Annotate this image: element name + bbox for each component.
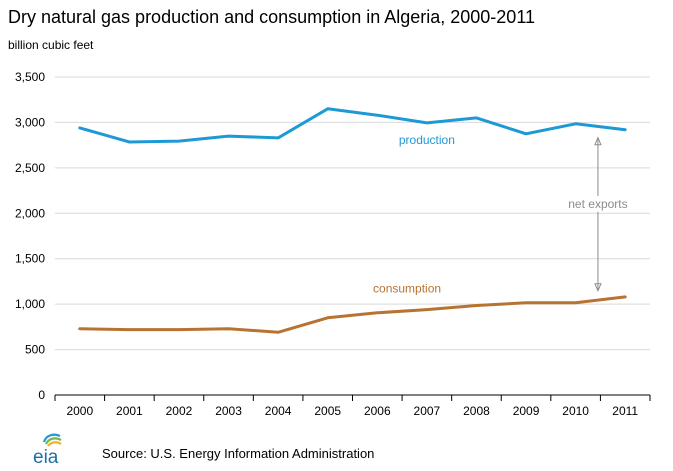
x-tick-label: 2008	[463, 404, 490, 418]
x-tick-label: 2011	[612, 404, 638, 418]
y-tick-label: 1,000	[15, 297, 45, 311]
y-tick-label: 3,000	[15, 115, 45, 129]
x-tick-label: 2009	[513, 404, 540, 418]
x-tick-label: 2003	[215, 404, 242, 418]
x-tick-label: 2004	[265, 404, 292, 418]
x-tick-label: 2010	[562, 404, 589, 418]
logo-text: eia	[33, 447, 59, 466]
arrow-head-down-icon	[594, 283, 602, 292]
x-tick-label: 2000	[66, 404, 93, 418]
source-note: Source: U.S. Energy Information Administ…	[102, 446, 375, 461]
series-label-consumption: consumption	[373, 282, 441, 296]
y-tick-label: 2,500	[15, 161, 45, 175]
x-tick-label: 2001	[116, 404, 143, 418]
x-tick-label: 2007	[414, 404, 441, 418]
series-line-production	[78, 107, 627, 144]
series-line-consumption	[78, 295, 627, 334]
y-tick-label: 500	[25, 343, 45, 357]
annotation-label-bg	[559, 195, 636, 212]
x-tick-label: 2006	[364, 404, 391, 418]
x-tick-label: 2002	[166, 404, 193, 418]
net-exports-label: net exports	[568, 197, 627, 211]
x-tick-label: 2005	[314, 404, 341, 418]
chart-title: Dry natural gas production and consumpti…	[8, 7, 536, 27]
y-tick-label: 3,500	[15, 70, 45, 84]
arrow-head-up-icon	[594, 136, 602, 146]
y-tick-label: 2,000	[15, 206, 45, 220]
eia-logo-icon: eia	[33, 433, 62, 466]
series-label-production: production	[399, 133, 455, 147]
y-tick-label: 1,500	[15, 252, 45, 266]
y-axis-unit-label: billion cubic feet	[8, 38, 94, 52]
y-tick-label: 0	[38, 388, 45, 402]
